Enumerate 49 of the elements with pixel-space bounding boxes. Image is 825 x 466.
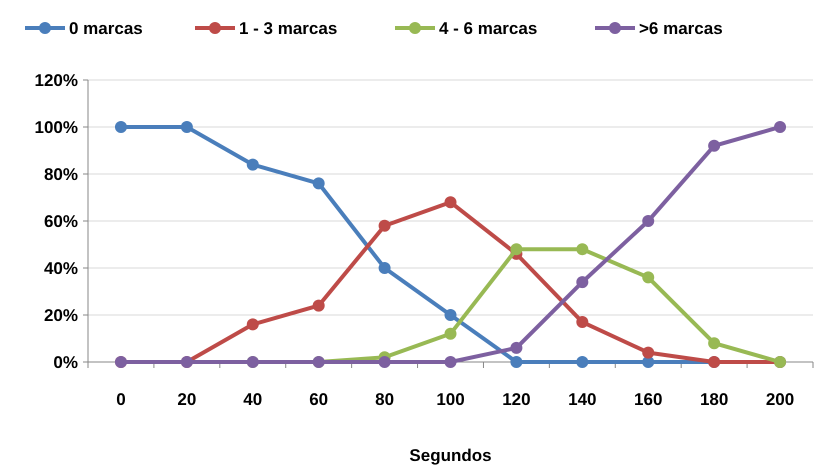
x-tick-label: 140 xyxy=(568,390,597,409)
point xyxy=(114,121,127,133)
x-tick-label: 20 xyxy=(177,390,196,409)
x-tick-label: 60 xyxy=(309,390,328,409)
point xyxy=(642,346,654,359)
point xyxy=(444,309,456,321)
point xyxy=(708,140,720,152)
point xyxy=(642,215,654,227)
point xyxy=(444,356,456,368)
point xyxy=(510,243,522,256)
point xyxy=(378,356,391,368)
point xyxy=(708,337,720,350)
y-tick-label: 0% xyxy=(53,352,78,372)
point xyxy=(312,300,325,312)
point xyxy=(576,243,588,256)
point xyxy=(246,158,259,171)
legend-label: >6 marcas xyxy=(639,18,723,38)
point xyxy=(576,276,588,288)
y-tick-label: 20% xyxy=(44,306,78,325)
point xyxy=(444,328,456,340)
y-tick-label: 100% xyxy=(34,118,78,137)
point xyxy=(312,177,325,190)
x-tick-label: 80 xyxy=(375,390,394,409)
point xyxy=(774,121,786,133)
x-tick-label: 40 xyxy=(243,390,262,409)
x-tick-label: 0 xyxy=(116,390,126,409)
point xyxy=(180,121,193,133)
point xyxy=(378,220,391,232)
point xyxy=(510,342,522,354)
x-axis-title: Segundos xyxy=(409,446,492,465)
point xyxy=(576,316,588,328)
point xyxy=(642,271,654,284)
point xyxy=(378,262,391,274)
y-tick-label: 120% xyxy=(34,70,78,90)
point xyxy=(510,356,522,368)
y-tick-label: 80% xyxy=(44,164,78,184)
y-tick-label: 60% xyxy=(44,212,78,231)
x-tick-label: 200 xyxy=(766,390,794,409)
legend-label: 0 marcas xyxy=(69,18,143,38)
y-tick-label: 40% xyxy=(44,258,78,278)
point xyxy=(246,318,259,330)
point xyxy=(444,196,456,208)
x-tick-label: 180 xyxy=(700,390,728,409)
x-tick-label: 160 xyxy=(634,390,662,409)
x-tick-label: 120 xyxy=(502,390,531,409)
x-tick-label: 100 xyxy=(436,390,465,409)
point xyxy=(576,356,588,368)
legend-label: 4 - 6 marcas xyxy=(439,18,538,38)
legend-label: 1 - 3 marcas xyxy=(239,18,338,38)
